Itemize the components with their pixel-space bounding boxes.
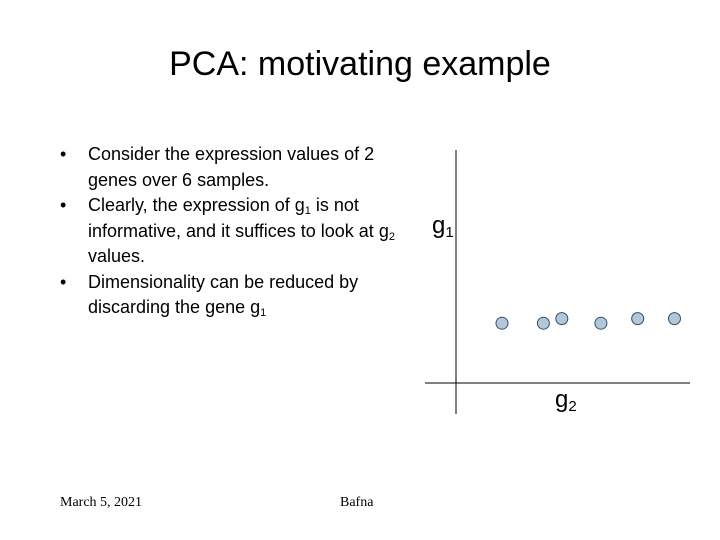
data-point	[555, 312, 569, 326]
bullet-text: Dimensionality can be reduced by discard…	[88, 271, 359, 318]
y-axis-label: g1	[432, 212, 454, 240]
bullet-item: Clearly, the expression of g1 is not inf…	[60, 193, 410, 270]
x-axis-label-base: g	[555, 386, 569, 413]
x-axis-label-subscript: 2	[568, 398, 577, 415]
y-axis-label-base: g	[432, 212, 446, 239]
footer-date: March 5, 2021	[60, 495, 143, 510]
data-point	[495, 316, 509, 330]
subscript: 1	[304, 205, 311, 217]
subscript: 2	[388, 230, 395, 243]
y-axis-label-subscript: 1	[445, 224, 454, 241]
data-points	[495, 312, 681, 330]
bullet-item: Consider the expression values of 2 gene…	[60, 142, 410, 193]
bullet-list: Consider the expression values of 2 gene…	[60, 142, 410, 321]
data-point	[631, 312, 645, 326]
slide-title: PCA: motivating example	[169, 45, 551, 83]
data-point	[536, 316, 550, 330]
data-point	[594, 316, 608, 330]
footer-author: Bafna	[340, 495, 374, 510]
subscript: 1	[260, 307, 267, 319]
x-axis-label: g2	[555, 386, 577, 414]
data-point	[668, 312, 681, 326]
bullet-text: is not informative, and it suffices to l…	[88, 195, 389, 241]
bullet-item: Dimensionality can be reduced by discard…	[60, 270, 410, 321]
bullet-text: Clearly, the expression of g	[88, 195, 305, 215]
bullet-text: Consider the expression values of 2 gene…	[88, 144, 375, 190]
bullet-text: values.	[88, 246, 146, 266]
